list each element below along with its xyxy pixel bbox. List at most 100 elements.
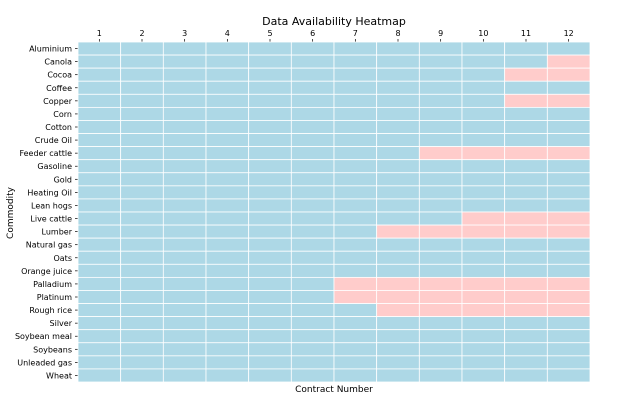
heatmap-cell — [162, 342, 207, 357]
heatmap-cell — [504, 342, 548, 357]
heatmap-cell — [504, 263, 548, 278]
heatmap-cell — [376, 316, 420, 331]
heatmap-cell — [376, 290, 420, 304]
heatmap-cell — [504, 54, 548, 69]
chart-title: Data Availability Heatmap — [262, 15, 406, 28]
heatmap-cell — [461, 342, 506, 357]
heatmap-cell — [504, 41, 548, 56]
heatmap-cell — [162, 67, 207, 82]
heatmap-cell — [205, 263, 250, 278]
heatmap-cell — [333, 93, 378, 108]
heatmap-cell — [504, 303, 548, 318]
heatmap-cell — [418, 172, 463, 187]
heatmap-cell — [504, 290, 548, 304]
heatmap-cell — [376, 263, 420, 278]
heatmap-cell — [504, 355, 548, 370]
heatmap-cell — [290, 67, 335, 82]
heatmap-cell — [120, 198, 164, 213]
heatmap-cell — [333, 276, 378, 291]
heatmap-cell — [546, 368, 591, 383]
heatmap-cell — [162, 41, 207, 56]
heatmap-cell — [77, 120, 122, 134]
x-tick-label: 4 — [225, 29, 230, 38]
heatmap-cell — [461, 146, 506, 161]
heatmap-cell — [418, 41, 463, 56]
heatmap-cell — [461, 198, 506, 213]
heatmap-cell — [546, 41, 591, 56]
heatmap-cell — [248, 172, 292, 187]
heatmap-cell — [120, 172, 164, 187]
heatmap-cell — [461, 303, 506, 318]
heatmap-cell — [376, 106, 420, 121]
heatmap-cell — [205, 303, 250, 318]
y-tick-label: Gold — [54, 175, 72, 184]
y-tick-label: Palladium — [33, 280, 72, 289]
heatmap-cell — [504, 237, 548, 252]
heatmap-cell — [205, 172, 250, 187]
heatmap-cell — [461, 172, 506, 187]
heatmap-cell — [205, 146, 250, 161]
heatmap-cell — [461, 250, 506, 265]
heatmap-cell — [290, 224, 335, 239]
heatmap-cell — [290, 41, 335, 56]
heatmap-cell — [162, 211, 207, 226]
heatmap-cell — [333, 355, 378, 370]
heatmap-cell — [205, 329, 250, 344]
heatmap-cell — [162, 93, 207, 108]
heatmap-cell — [290, 303, 335, 318]
heatmap-cell — [333, 303, 378, 318]
heatmap-cell — [205, 290, 250, 304]
heatmap-cell — [546, 120, 591, 134]
y-tick-label: Silver — [50, 319, 73, 328]
heatmap-cell — [461, 368, 506, 383]
heatmap-cell — [290, 146, 335, 161]
heatmap-cell — [205, 211, 250, 226]
heatmap-cell — [77, 276, 122, 291]
heatmap-cell — [77, 342, 122, 357]
heatmap-cell — [376, 342, 420, 357]
y-tick-label: Copper — [43, 97, 73, 106]
heatmap-cell — [162, 276, 207, 291]
heatmap-cell — [205, 276, 250, 291]
heatmap-cell — [461, 224, 506, 239]
y-tick-label: Rough rice — [29, 306, 72, 315]
heatmap-cell — [461, 290, 506, 304]
heatmap-cell — [77, 54, 122, 69]
heatmap-cell — [120, 159, 164, 174]
heatmap-cell — [418, 237, 463, 252]
heatmap-cell — [162, 159, 207, 174]
heatmap-cell — [77, 329, 122, 344]
heatmap-cell — [461, 237, 506, 252]
heatmap-cell — [546, 80, 591, 95]
heatmap-cell — [504, 93, 548, 108]
heatmap-cell — [248, 93, 292, 108]
heatmap-cell — [418, 329, 463, 344]
heatmap-cell — [504, 250, 548, 265]
heatmap-cell — [290, 185, 335, 200]
heatmap-cell — [376, 93, 420, 108]
y-tick-label: Orange juice — [21, 267, 72, 276]
heatmap-cell — [461, 329, 506, 344]
heatmap-cell — [77, 106, 122, 121]
y-tick-label: Live cattle — [30, 215, 72, 224]
heatmap-cell — [418, 342, 463, 357]
heatmap-cell — [376, 159, 420, 174]
heatmap-cell — [248, 224, 292, 239]
heatmap-cell — [504, 146, 548, 161]
heatmap-cell — [418, 146, 463, 161]
heatmap-cell — [290, 237, 335, 252]
heatmap-cell — [290, 54, 335, 69]
heatmap-cell — [290, 250, 335, 265]
heatmap-cell — [120, 342, 164, 357]
heatmap-cell — [290, 290, 335, 304]
heatmap-cell — [376, 224, 420, 239]
heatmap-cell — [546, 290, 591, 304]
heatmap-cells — [77, 41, 591, 383]
heatmap-cell — [248, 80, 292, 95]
heatmap-cell — [418, 316, 463, 331]
heatmap-cell — [376, 355, 420, 370]
heatmap-cell — [546, 224, 591, 239]
y-tick-label: Lean hogs — [31, 201, 72, 210]
heatmap-cell — [248, 211, 292, 226]
heatmap-cell — [162, 106, 207, 121]
